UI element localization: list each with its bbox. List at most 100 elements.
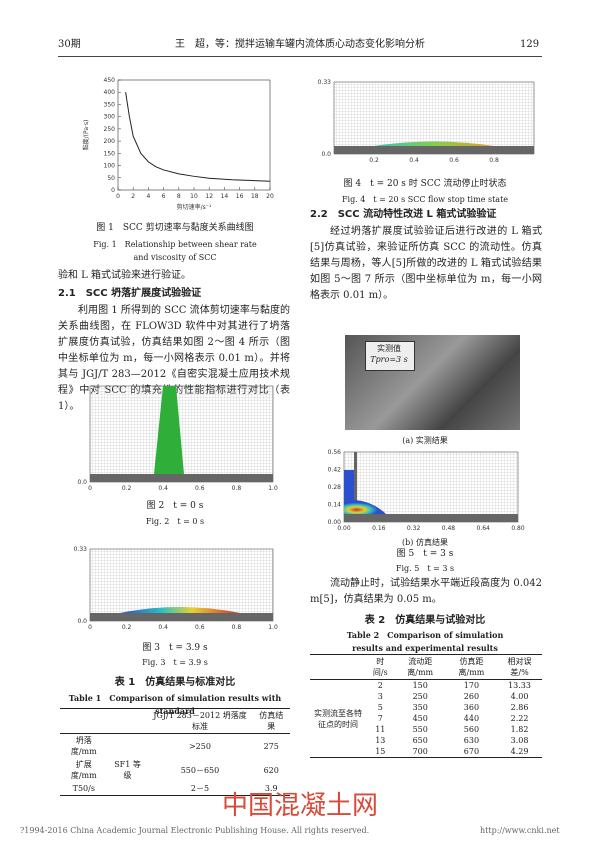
x-tick-label: 18 [251, 193, 259, 200]
x-tick-label: 0.2 [122, 624, 132, 631]
y-tick-label: 0.56 [328, 449, 342, 456]
table-cell: 150 [412, 681, 428, 690]
table-cell: 实测流至各特征点的时间 [314, 708, 362, 729]
table-row: 5 350 360 2.86 [310, 702, 542, 713]
table-title: 表 2 仿真结果与试验对比 [364, 615, 486, 626]
photo-label: 实测值 [377, 344, 401, 353]
fluid [120, 607, 240, 613]
y-tick-label: 350 [104, 101, 116, 108]
table-cell: 620 [263, 765, 279, 775]
x-axis-label: 剪切速率/s⁻¹ [177, 203, 212, 211]
y-axis-label: 黏度/(Pa·s) [82, 120, 90, 151]
table-cell: 流动距离/mm [407, 657, 434, 677]
x-tick-label: 0.48 [442, 525, 456, 532]
x-tick-label: 1.0 [268, 624, 278, 631]
table-cell: 坍落度/mm [70, 736, 97, 756]
table-cell: 相对误差/% [507, 657, 532, 677]
y-tick-label: 200 [104, 138, 116, 145]
table-cell [310, 655, 366, 680]
section-heading: 2.2 SCC 流动特性改进 L 箱式试验验证 [310, 209, 497, 220]
header-rule [58, 56, 542, 57]
table-cell: 650 [412, 736, 428, 745]
table-cell: 275 [263, 741, 279, 751]
table-cell: 700 [412, 747, 428, 756]
caption-cn: 图 5 t = 3 s [396, 549, 454, 559]
x-tick-label: 0.4 [158, 624, 168, 631]
table-cell: >250 [188, 741, 211, 751]
table-cell: 560 [463, 725, 480, 734]
table-row: 7 450 440 2.22 [310, 713, 542, 724]
figure-5: 0.56 0.42 0.28 0.14 0.000.00 0.16 0.32 0.48 0.64… [328, 449, 525, 532]
x-tick-label: 0.4 [158, 485, 168, 492]
issue: 30期 [58, 39, 81, 50]
x-tick-label: 0.2 [122, 485, 132, 492]
table-title: 表 1 仿真结果与标准对比 [114, 677, 236, 688]
x-tick-label: 20 [266, 193, 274, 200]
floor [334, 146, 534, 154]
x-tick-label: 0.00 [337, 525, 351, 532]
caption-cn: 图 3 t = 3.9 s [142, 643, 208, 653]
table-cell [108, 734, 148, 759]
figure-4: 0.33 0.0 0.2 0.4 0.6 0.8 [318, 79, 535, 164]
paragraph: 验和 L 箱式试验来进行验证。 [58, 270, 191, 281]
table-cell: 670 [463, 747, 480, 756]
caption-en: Fig. 3 t = 3.9 s [142, 658, 208, 667]
x-tick-label: 0.64 [477, 525, 491, 532]
x-tick-label: 6 [162, 193, 166, 200]
photo: 实测值 Tpro=3 s [345, 335, 520, 430]
floor [344, 514, 518, 522]
x-tick-label: 0 [88, 624, 92, 631]
table-row: 13 650 630 3.08 [310, 735, 542, 746]
y-tick-label: 300 [104, 114, 116, 121]
table-cell: 7 [377, 714, 383, 723]
table-cell: 3.08 [510, 736, 529, 745]
plot-frame [117, 79, 271, 191]
table-cell: 550－650 [180, 765, 220, 775]
table-row: 时间/s 流动距离/mm 仿真距离/mm 相对误差/% [310, 655, 542, 680]
x-tick-label: 0.6 [195, 624, 205, 631]
y-tick-label: 0.0 [77, 618, 87, 625]
x-tick-label: 0.32 [407, 525, 421, 532]
x-tick-label: 0.8 [489, 157, 499, 164]
table-cell: 仿真结果 [259, 711, 284, 731]
caption-cn: 图 1 SCC 剪切速率与黏度关系曲线图 [96, 223, 254, 233]
y-tick-label: 450 [104, 77, 116, 84]
caption-cn: 图 4 t = 20 s 时 SCC 流动停止时状态 [343, 179, 507, 189]
photo-time: Tpro=3 s [370, 355, 408, 364]
x-tick-label: 12 [205, 193, 213, 200]
table-row: 15 700 670 4.29 [310, 746, 542, 758]
table-cell: JGJ/T 283－2012 坍落度标准 [153, 711, 247, 731]
running-title: 王 超，等：搅拌运输车罐内流体质心动态变化影响分析 [175, 39, 425, 50]
figure-2: 0.00 0.2 0.4 0.6 0.8 1.0 [77, 385, 278, 492]
page-number: 129 [520, 39, 540, 50]
table-cell: 360 [463, 703, 480, 712]
y-tick-label: 50 [107, 175, 115, 182]
caption-en: Fig. 1 Relationship between shear rate a… [93, 240, 257, 262]
table-cell: 仿真距离/mm [458, 657, 485, 677]
section-heading: 2.1 SCC 坍落扩展度试验验证 [58, 288, 202, 299]
table-cell: 170 [463, 681, 480, 690]
y-tick-label: 0.00 [328, 519, 342, 526]
x-tick-label: 0.8 [232, 485, 242, 492]
copyright: ?1994-2016 China Academic Journal Electr… [20, 826, 370, 835]
x-tick-label: 0.2 [369, 157, 379, 164]
fluid [154, 386, 184, 474]
table-cell: 350 [412, 703, 428, 712]
x-tick-label: 10 [190, 193, 198, 200]
url: http://www.cnki.net [480, 826, 560, 835]
x-tick-label: 0.6 [449, 157, 459, 164]
table-1: JGJ/T 283－2012 坍落度标准 仿真结果 坍落度/mm >250 275 扩展度… [60, 708, 290, 796]
table-cell: 2－5 [190, 784, 210, 793]
caption-en: Fig. 4 t = 20 s SCC flow stop time state [341, 195, 509, 204]
x-tick-label: 0 [88, 485, 92, 492]
table-cell: 4.29 [510, 747, 529, 756]
table-cell: T50/s [72, 784, 95, 793]
table-cell [108, 782, 148, 796]
y-tick-label: 0.33 [318, 79, 332, 86]
table-2: 时间/s 流动距离/mm 仿真距离/mm 相对误差/% 实测流至各特征点的时间 2 150 1… [310, 654, 542, 758]
subcaption: (b) 仿真结果 [402, 538, 448, 547]
y-tick-label: 0 [111, 187, 115, 194]
table-row: 坍落度/mm >250 275 [60, 734, 290, 759]
subcaption: (a) 实测结果 [402, 436, 448, 445]
